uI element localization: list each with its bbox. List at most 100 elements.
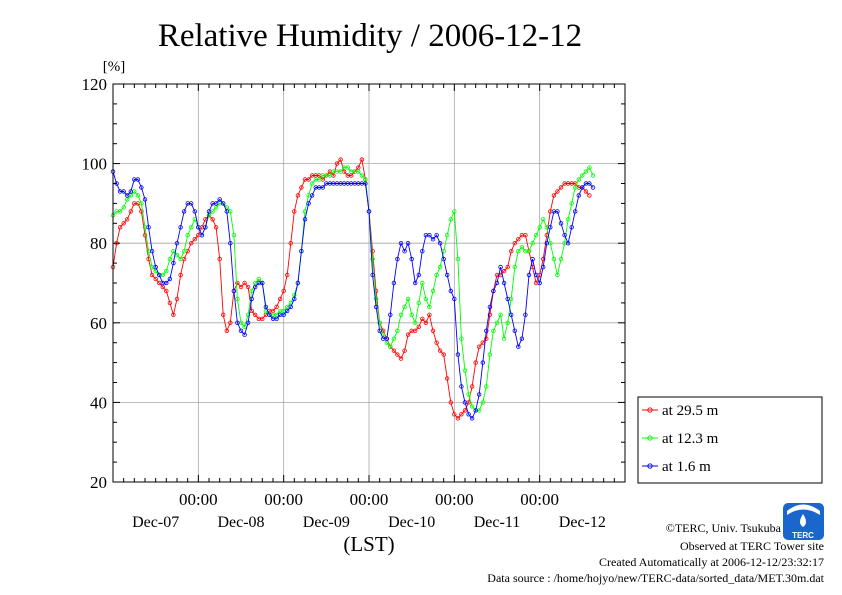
series-1 — [110, 157, 592, 421]
date-label: Dec-09 — [303, 514, 350, 531]
date-label: Dec-12 — [559, 514, 606, 531]
data-point — [292, 296, 297, 302]
data-point — [459, 384, 464, 389]
data-point — [117, 225, 123, 230]
footer-credit: ©TERC, Univ. Tsukuba — [666, 521, 782, 535]
data-point — [501, 336, 507, 341]
data-point — [210, 217, 215, 222]
data-point — [199, 232, 205, 238]
data-point — [359, 157, 365, 162]
data-point — [260, 316, 265, 321]
data-point — [558, 221, 564, 226]
data-point — [121, 189, 126, 194]
data-point — [533, 272, 539, 278]
data-point — [430, 328, 436, 333]
data-point — [309, 193, 315, 198]
data-point — [491, 288, 496, 294]
data-point — [409, 312, 414, 317]
data-point — [263, 304, 269, 310]
data-point — [448, 217, 453, 222]
data-point — [558, 256, 564, 262]
data-point — [473, 408, 478, 413]
data-point — [398, 356, 404, 361]
data-point — [573, 185, 578, 190]
data-point — [452, 209, 457, 214]
data-point — [395, 352, 400, 357]
data-point — [573, 209, 578, 214]
data-point — [164, 268, 169, 274]
data-point — [448, 288, 453, 294]
data-point — [551, 193, 557, 198]
data-point — [459, 336, 464, 341]
series-2 — [110, 165, 596, 413]
data-point — [477, 344, 482, 349]
data-point — [356, 169, 361, 174]
data-point — [192, 209, 197, 214]
data-point — [124, 217, 130, 222]
plot-series — [110, 157, 596, 421]
data-point — [416, 324, 421, 329]
data-point — [530, 240, 535, 246]
data-point — [149, 272, 155, 278]
data-point — [576, 193, 581, 198]
data-point — [224, 209, 229, 214]
data-point — [231, 288, 237, 294]
footer-site: Observed at TERC Tower site — [680, 539, 824, 553]
data-point — [156, 272, 162, 278]
data-point — [473, 360, 478, 365]
data-point — [288, 304, 293, 310]
data-point — [327, 173, 333, 178]
data-point — [242, 324, 247, 329]
data-point — [402, 304, 407, 310]
chart-title: Relative Humidity / 2006-12-12 — [158, 18, 582, 54]
data-point — [188, 240, 194, 246]
data-point — [405, 332, 411, 337]
data-point — [306, 177, 311, 182]
data-point — [181, 248, 187, 254]
data-point — [185, 232, 190, 238]
data-point — [384, 340, 389, 345]
data-point — [363, 181, 368, 186]
data-point — [242, 332, 247, 337]
y-tick-label: 80 — [90, 234, 107, 253]
data-point — [494, 280, 500, 286]
data-point — [505, 264, 510, 270]
data-point — [295, 280, 301, 286]
data-point — [484, 384, 489, 389]
data-point — [345, 165, 350, 170]
data-point — [569, 201, 574, 206]
data-point — [516, 344, 521, 349]
data-point — [370, 256, 375, 262]
x-tick-label: 00:00 — [179, 490, 218, 509]
data-point — [377, 320, 382, 325]
date-label: Dec-11 — [474, 514, 521, 531]
x-tick-label: 00:00 — [264, 490, 303, 509]
data-point — [469, 404, 475, 409]
data-point — [228, 240, 233, 246]
footer-created: Created Automatically at 2006-12-12/23:3… — [599, 555, 824, 569]
data-point — [583, 169, 589, 174]
data-point — [292, 209, 297, 214]
data-point — [370, 248, 375, 254]
data-point — [583, 189, 589, 194]
data-point — [519, 336, 525, 341]
data-point — [174, 240, 180, 246]
grid-lines — [113, 84, 625, 482]
data-point — [252, 284, 258, 290]
y-tick-label: 120 — [82, 75, 108, 94]
data-point — [541, 217, 546, 222]
data-point — [487, 312, 493, 317]
data-point — [548, 225, 553, 230]
data-point — [480, 400, 485, 405]
date-label: Dec-07 — [132, 514, 179, 531]
data-point — [526, 248, 532, 254]
x-tick-label: 00:00 — [520, 490, 559, 509]
data-point — [462, 400, 468, 405]
data-point — [402, 248, 407, 254]
data-point — [171, 312, 176, 317]
data-point — [437, 240, 443, 246]
data-point — [235, 280, 240, 286]
y-tick-label: 100 — [82, 155, 108, 174]
data-point — [317, 177, 322, 182]
data-point — [167, 300, 173, 306]
